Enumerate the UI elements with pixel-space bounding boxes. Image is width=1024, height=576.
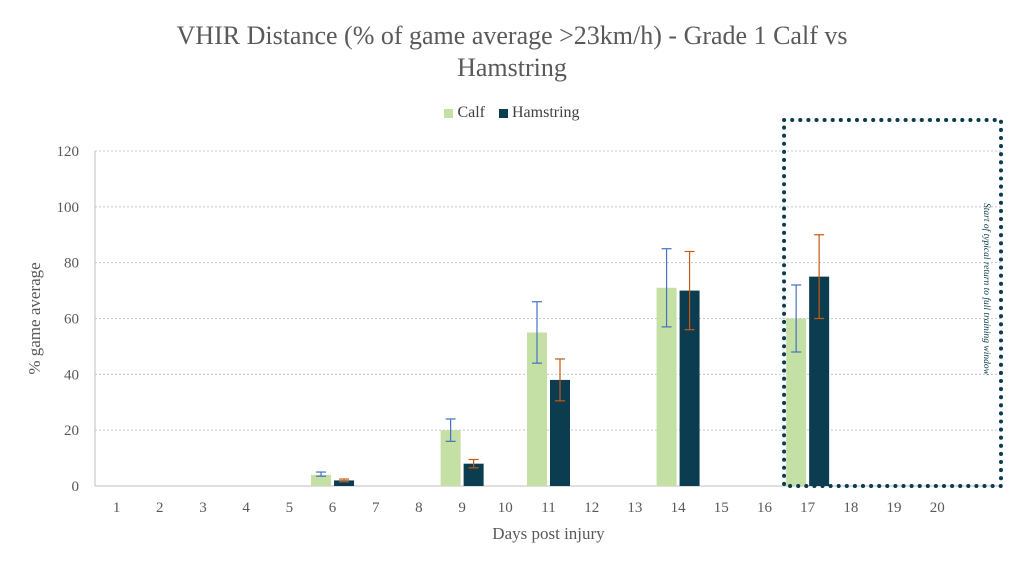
bar-hamstring-day-11 (550, 379, 570, 486)
y-axis-title: % game average (25, 262, 44, 374)
x-tick-label: 2 (156, 500, 164, 516)
legend-item-hamstring: Hamstring (499, 104, 580, 122)
x-tick-label: 17 (800, 500, 816, 516)
bar-calf-day-11 (527, 332, 547, 486)
y-tick-label: 0 (72, 479, 80, 495)
legend-label-calf: Calf (457, 104, 485, 121)
legend-label-hamstring: Hamstring (512, 104, 580, 121)
x-tick-label: 16 (757, 500, 773, 516)
x-tick-label: 15 (714, 500, 729, 516)
x-tick-label: 9 (458, 500, 466, 516)
x-tick-label: 7 (372, 500, 380, 516)
y-tick-label: 60 (64, 312, 79, 328)
bar-calf-day-17 (786, 318, 807, 486)
x-tick-label: 4 (242, 500, 250, 516)
bar-hamstring-day-6 (334, 480, 355, 486)
y-tick-label: 20 (64, 423, 79, 439)
bar-hamstring-day-9 (463, 463, 484, 486)
legend: Calf Hamstring (0, 104, 1024, 122)
x-axis-title: Days post injury (492, 524, 605, 543)
bar-calf-day-14 (656, 287, 677, 486)
legend-swatch-hamstring (499, 108, 508, 118)
x-tick-label: 3 (199, 500, 207, 516)
bar-calf-day-6 (311, 474, 332, 486)
x-tick-label: 12 (584, 500, 599, 516)
x-tick-label: 5 (286, 500, 294, 516)
x-tick-label: 8 (415, 500, 423, 516)
bar-calf-day-9 (440, 430, 461, 486)
return-window-annotation: Start of typical return to full training… (981, 203, 992, 376)
x-tick-label: 20 (930, 500, 945, 516)
bar-hamstring-day-14 (679, 290, 700, 486)
bar-hamstring-day-17 (809, 276, 830, 486)
chart-title: VHIR Distance (% of game average >23km/h… (112, 20, 912, 84)
chart-title-line-1: VHIR Distance (% of game average >23km/h… (176, 21, 848, 50)
x-tick-label: 14 (671, 500, 687, 516)
x-tick-label: 1 (113, 500, 121, 516)
y-tick-label: 80 (64, 256, 79, 272)
legend-item-calf: Calf (444, 104, 485, 122)
x-tick-label: 13 (627, 500, 642, 516)
y-tick-label: 120 (57, 144, 80, 160)
x-tick-label: 10 (498, 500, 513, 516)
y-tick-label: 100 (57, 200, 80, 216)
y-tick-label: 40 (64, 367, 79, 383)
x-tick-label: 18 (843, 500, 858, 516)
x-tick-label: 19 (887, 500, 902, 516)
legend-swatch-calf (444, 108, 454, 118)
x-tick-label: 6 (329, 500, 337, 516)
chart-title-line-2: Hamstring (457, 53, 567, 82)
x-tick-label: 11 (541, 500, 555, 516)
